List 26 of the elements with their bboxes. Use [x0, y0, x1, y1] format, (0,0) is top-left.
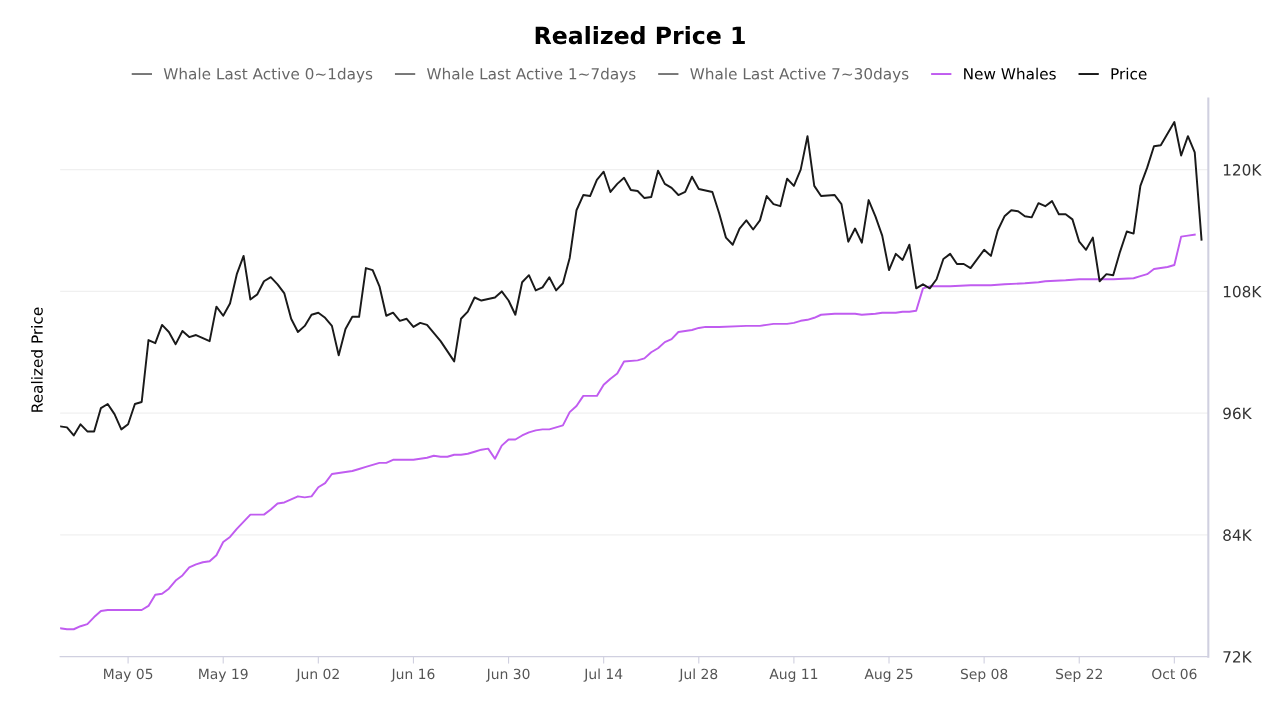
- x-tick-label: Jun 02: [295, 668, 339, 682]
- x-tick-label: Jul 14: [583, 668, 623, 682]
- x-tick-label: Jun 30: [485, 668, 530, 682]
- legend-label: New Whales: [964, 67, 1056, 80]
- line-series: [60, 121, 1203, 437]
- x-tick-label: Sep 08: [960, 668, 1008, 682]
- legend-label: Whale Last Active 7~30days: [690, 67, 909, 83]
- x-tick-label: May 19: [199, 668, 248, 682]
- x-tick-label: Sep 22: [1056, 668, 1102, 682]
- y-tick-label: 84K: [1223, 529, 1252, 541]
- line-series: [60, 233, 1196, 631]
- chart-title: Realized Price 1: [535, 26, 745, 45]
- y-tick-label: 108K: [1223, 285, 1262, 298]
- legend-label: Whale Last Active 1~7days: [426, 67, 636, 83]
- y-tick-label: 96K: [1223, 407, 1252, 420]
- y-axis-title: Realized Price: [31, 307, 43, 412]
- legend-label: Whale Last Active 0~1days: [163, 67, 373, 83]
- x-tick-label: May 05: [104, 668, 153, 682]
- legend-label: Price: [1111, 67, 1147, 80]
- y-tick-label: 72K: [1223, 651, 1252, 663]
- y-tick-label: 120K: [1223, 164, 1262, 176]
- x-tick-label: Jul 28: [678, 668, 718, 682]
- x-tick-label: Aug 11: [769, 668, 818, 682]
- x-tick-label: Jun 16: [390, 668, 435, 682]
- x-tick-label: Aug 25: [864, 668, 913, 682]
- x-tick-label: Oct 06: [1152, 668, 1197, 680]
